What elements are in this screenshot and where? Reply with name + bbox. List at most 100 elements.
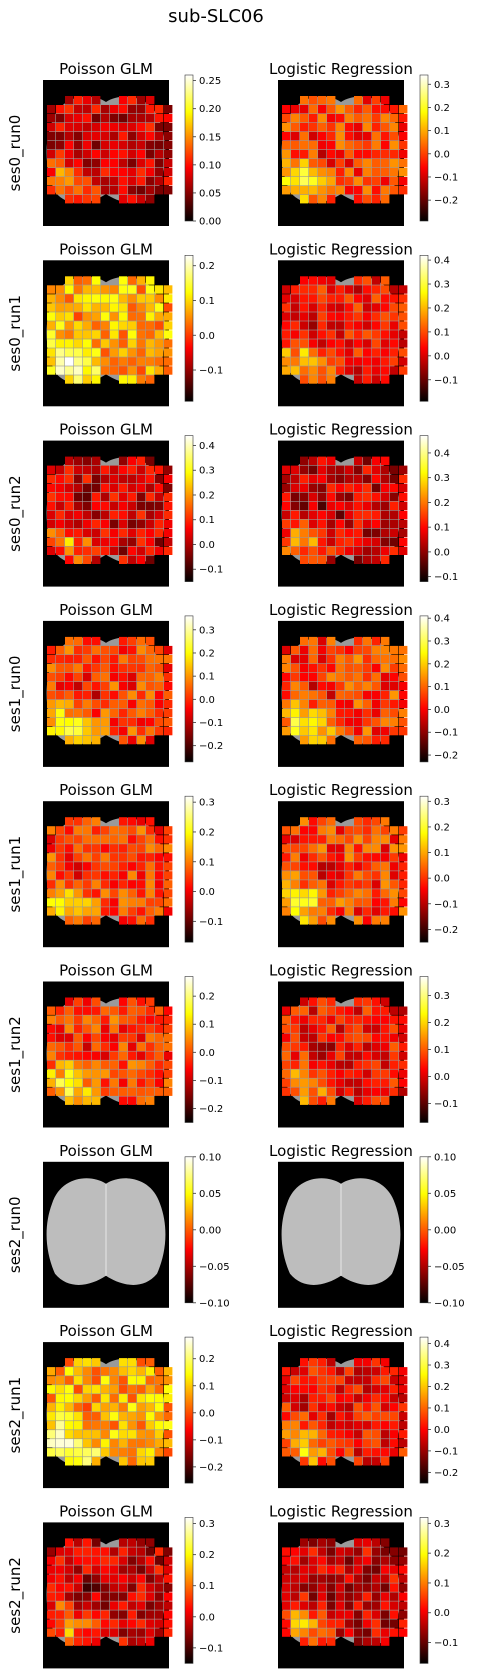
parcel-cell — [164, 898, 173, 907]
parcel-cell — [146, 907, 155, 916]
parcel-cell — [155, 889, 164, 898]
parcel-cell — [128, 474, 137, 483]
parcel-cell — [399, 1078, 408, 1087]
parcel-cell — [363, 862, 372, 871]
parcel-cell — [101, 1574, 110, 1583]
parcel-cell — [399, 690, 408, 700]
parcel-cell — [146, 483, 155, 492]
parcel-cell — [101, 1448, 110, 1457]
colorbar-tick-label: 0.3 — [199, 466, 215, 477]
parcel-cell — [363, 168, 372, 177]
parcel-cell — [300, 871, 309, 880]
parcel-cell — [65, 1430, 74, 1439]
parcel-cell — [363, 1015, 372, 1024]
parcel-cell — [291, 501, 300, 510]
parcel-cell — [74, 889, 83, 898]
colorbar-tick-label: 0.0 — [199, 887, 215, 898]
parcel-cell — [327, 528, 336, 537]
parcel-cell — [363, 1637, 372, 1646]
parcel-cell — [110, 150, 119, 159]
parcel-cell — [137, 880, 146, 889]
parcel-cell — [363, 492, 372, 501]
parcel-cell — [137, 916, 146, 925]
parcel-cell — [336, 1547, 345, 1556]
parcel-cell — [137, 826, 146, 835]
parcel-cell — [128, 150, 137, 159]
parcel-cell — [354, 321, 363, 330]
parcel-cell — [381, 1601, 390, 1610]
parcel-cell — [345, 537, 354, 546]
parcel-cell — [291, 330, 300, 339]
parcel-cell — [119, 150, 128, 159]
parcel-cell — [74, 672, 83, 682]
parcel-cell — [146, 1628, 155, 1637]
row-label: ses0_run0 — [6, 115, 25, 192]
parcel-cell — [92, 1565, 101, 1574]
parcel-cell — [119, 1412, 128, 1421]
parcel-cell — [327, 681, 336, 691]
parcel-cell — [74, 132, 83, 141]
parcel-cell — [119, 321, 128, 330]
parcel-cell — [390, 483, 399, 492]
parcel-cell — [164, 1015, 173, 1024]
parcel-cell — [56, 105, 65, 114]
parcel-cell — [128, 1087, 137, 1096]
parcel-cell — [372, 1412, 381, 1421]
colorbar-tick-label: 0.2 — [434, 1549, 450, 1560]
parcel-cell — [92, 636, 101, 646]
parcel-cell — [372, 1087, 381, 1096]
colorbar-tick-label: 0.00 — [434, 1225, 456, 1236]
parcel-cell — [164, 1574, 173, 1583]
parcel-cell — [146, 1069, 155, 1078]
parcel-cell — [336, 501, 345, 510]
parcel-cell — [74, 1619, 83, 1628]
parcel-cell — [146, 645, 155, 655]
parcel-cell — [318, 1538, 327, 1547]
parcel-cell — [354, 96, 363, 105]
parcel-cell — [164, 159, 173, 168]
parcel-cell — [47, 537, 56, 546]
parcel-cell — [119, 366, 128, 375]
parcel-cell — [101, 898, 110, 907]
parcel-cell — [327, 880, 336, 889]
parcel-cell — [56, 483, 65, 492]
parcel-cell — [119, 1015, 128, 1024]
parcel-cell — [74, 1439, 83, 1448]
parcel-cell — [318, 483, 327, 492]
parcel-cell — [354, 663, 363, 673]
parcel-cell — [47, 294, 56, 303]
parcel-cell — [92, 1601, 101, 1610]
parcel-cell — [309, 735, 318, 745]
parcel-cell — [155, 1042, 164, 1051]
parcel-cell — [345, 1448, 354, 1457]
parcel-cell — [83, 1601, 92, 1610]
parcel-cell — [137, 1637, 146, 1646]
parcel-cell — [363, 1006, 372, 1015]
parcel-cell — [119, 105, 128, 114]
parcel-cell — [354, 735, 363, 745]
parcel-cell — [381, 1421, 390, 1430]
parcel-cell — [390, 177, 399, 186]
parcel-cell — [83, 672, 92, 682]
parcel-cell — [47, 357, 56, 366]
parcel-cell — [164, 177, 173, 186]
parcel-cell — [345, 1376, 354, 1385]
parcel-cell — [92, 1448, 101, 1457]
parcel-cell — [327, 844, 336, 853]
colorbar-tick-label: 0.0 — [199, 1048, 215, 1059]
panels-group: Poisson GLMses0_run00.000.050.100.150.20… — [6, 60, 465, 1669]
parcel-cell — [309, 907, 318, 916]
parcel-cell — [381, 862, 390, 871]
parcel-cell — [146, 880, 155, 889]
parcel-cell — [155, 708, 164, 718]
parcel-cell — [300, 519, 309, 528]
parcel-cell — [83, 1556, 92, 1565]
parcel-cell — [300, 1448, 309, 1457]
parcel-cell — [110, 1376, 119, 1385]
parcel-cell — [354, 105, 363, 114]
parcel-cell — [164, 726, 173, 736]
parcel-cell — [155, 321, 164, 330]
parcel-cell — [345, 1042, 354, 1051]
parcel-cell — [363, 537, 372, 546]
